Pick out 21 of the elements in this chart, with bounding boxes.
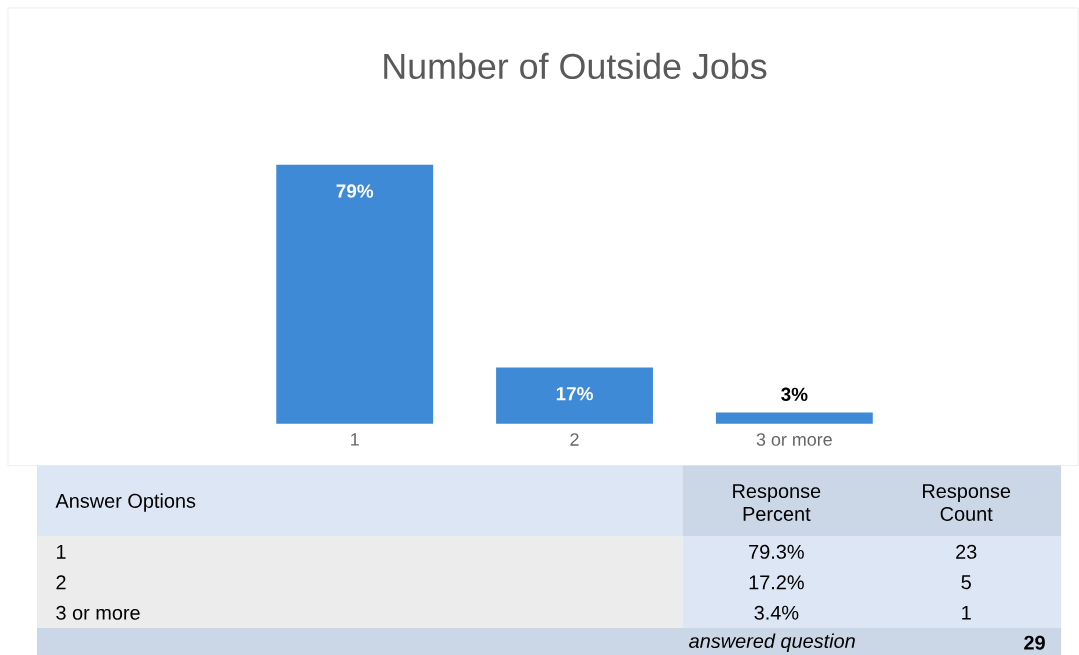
text: 2 [56,575,66,589]
text: 17.2% [749,575,804,590]
text: 3.4% [754,605,799,620]
text: answered question [689,633,855,652]
data-label: 3% [781,387,808,401]
x-tick-label: 2 [570,432,579,446]
text: 23 [956,544,977,559]
text: 29 [1024,635,1045,650]
text: 5 [961,575,971,589]
text: 79.3% [749,544,804,559]
data-label: 79% [336,184,374,198]
chart-title: Number of Outside Jobs [384,52,767,79]
text: 3 or more [56,605,140,620]
text: Answer Options [55,493,196,512]
x-tick-label: 1 [351,432,359,446]
text: 1 [56,544,66,559]
data-label: 17% [556,386,593,401]
text: Response Percent [733,483,821,521]
text: Response Count [923,483,1011,521]
text: 1 [962,605,971,620]
x-tick-label: 3 or more [756,432,832,446]
